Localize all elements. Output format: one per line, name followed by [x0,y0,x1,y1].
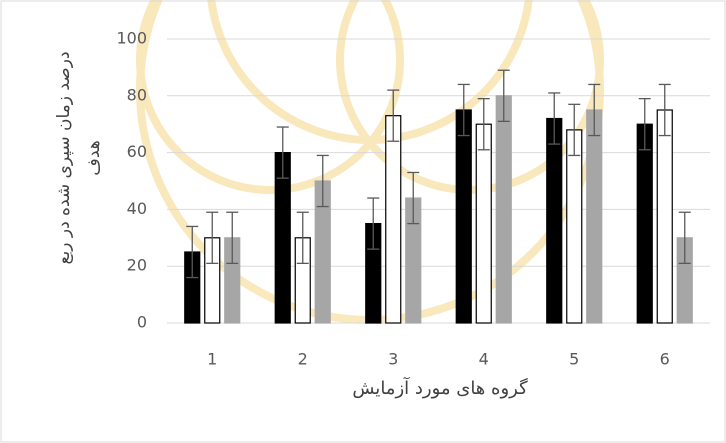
bar [385,115,402,324]
error-bar [206,211,219,265]
bar [475,123,492,324]
x-tick-label: 6 [660,350,670,369]
y-tick-label: 100 [116,29,147,48]
y-axis-label: درصد زمان سپری شده در ربع هدف [54,51,104,265]
bar [586,109,603,324]
error-bar [387,89,400,142]
error-bar [638,97,651,151]
error-bar [276,126,289,179]
error-bar [658,83,671,137]
x-tick-label: 3 [388,350,398,369]
x-tick-label: 2 [298,350,308,369]
error-bar [296,211,309,265]
bar [546,117,563,324]
bar [656,109,673,324]
error-bar [497,69,510,123]
error-bar [367,197,380,250]
bar [566,129,583,324]
bar [455,109,472,324]
y-tick-label: 0 [137,313,147,332]
x-tick-label: 5 [569,350,579,369]
error-bar [678,211,691,265]
bar [495,95,512,324]
y-tick-label: 60 [127,142,147,161]
error-bar [316,154,329,208]
error-bar [568,103,581,157]
x-tick-label: 1 [207,350,217,369]
error-bar [407,171,420,225]
y-tick-label: 20 [127,256,147,275]
error-bar [457,83,470,137]
x-axis-label: گروه های مورد آزمایش [352,378,528,399]
y-tick-label: 80 [127,85,147,104]
error-bar [588,83,601,137]
x-tick-label: 4 [479,350,489,369]
error-bar [226,211,239,265]
error-bar [186,225,199,279]
y-tick-label: 40 [127,199,147,218]
bar [636,123,653,324]
error-bar [548,92,561,145]
error-bar [477,97,490,151]
